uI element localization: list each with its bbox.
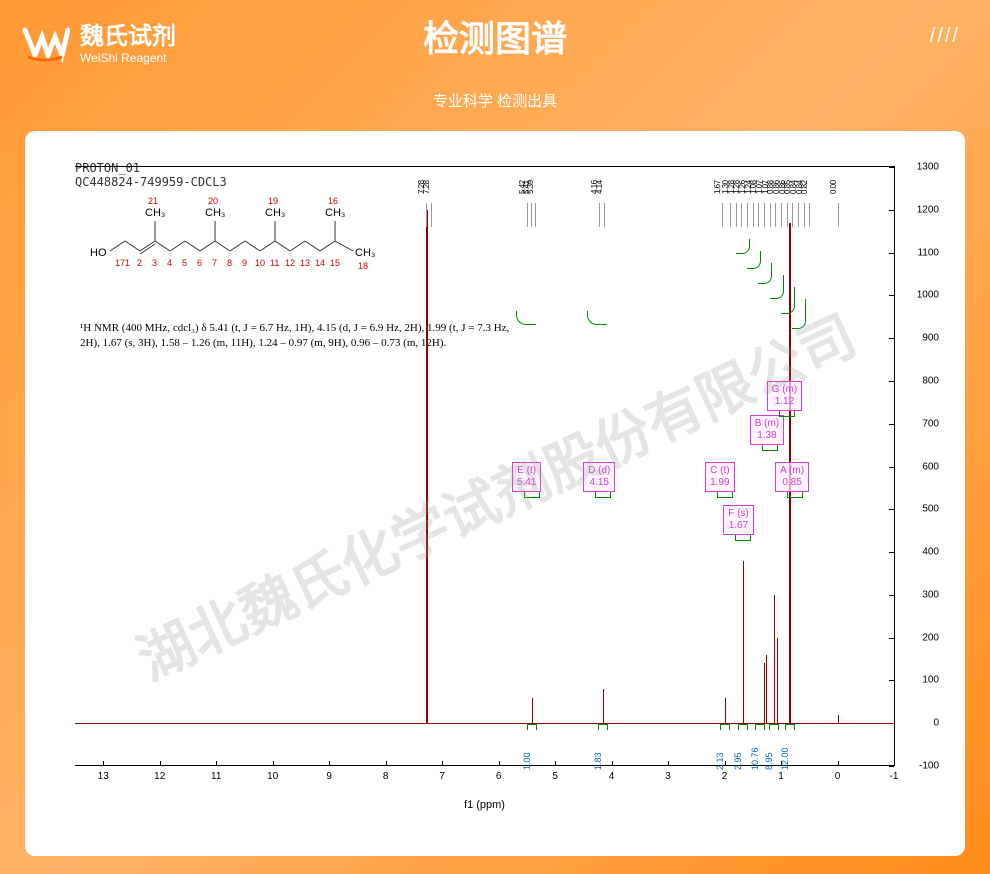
y-axis: -100010020030040050060070080090010001100…: [899, 167, 944, 766]
nmr-peak: [743, 561, 744, 724]
peak-label: 0.82: [800, 180, 809, 194]
peak-annotation: E (t)5.41: [512, 462, 541, 492]
peak-label: 7.28: [422, 180, 431, 194]
nmr-peak: [725, 698, 726, 724]
logo-icon: [20, 15, 70, 65]
page-title: 检测图谱: [423, 10, 567, 62]
nmr-peak: [790, 467, 791, 724]
nmr-peak: [766, 655, 767, 723]
peak-annotation: B (m)1.38: [750, 415, 784, 445]
subtitle: 专业科学 检测出具: [0, 80, 990, 131]
integral-value: 12.00: [780, 747, 790, 770]
peak-label: 4.14: [595, 180, 604, 194]
nmr-peak: [764, 663, 765, 723]
integral-value: 2.13: [715, 752, 725, 770]
header: 魏氏试剂 WeiShi Reagent 检测图谱 ////: [0, 0, 990, 80]
brand-logo: 魏氏试剂 WeiShi Reagent: [20, 15, 176, 65]
nmr-peak: [532, 698, 533, 724]
peak-annotation: A (m)0.85: [775, 462, 809, 492]
peak-annotation: G (m)1.12: [767, 381, 803, 411]
integral-value: 1.83: [593, 752, 603, 770]
x-axis-label: f1 (ppm): [464, 799, 505, 811]
brand-name-en: WeiShi Reagent: [80, 51, 176, 65]
nmr-peak: [777, 638, 778, 724]
brand-name-cn: 魏氏试剂: [80, 16, 176, 51]
page-container: 魏氏试剂 WeiShi Reagent 检测图谱 //// 专业科学 检测出具 …: [0, 0, 990, 874]
integral-value: 1.00: [522, 752, 532, 770]
spectrum-panel: PROTON_01 QC448824-749959-CDCL3 HO 17 1 …: [25, 131, 965, 856]
peak-label: 0.00: [829, 180, 838, 194]
nmr-peak: [426, 210, 428, 723]
nmr-peak: [838, 715, 839, 724]
integral-value: 8.95: [764, 752, 774, 770]
integral-value: 2.95: [733, 752, 743, 770]
peak-annotation: F (s)1.67: [723, 505, 754, 535]
nmr-peak: [603, 689, 604, 723]
nmr-spectrum: PROTON_01 QC448824-749959-CDCL3 HO 17 1 …: [45, 151, 945, 836]
plot-area: -100010020030040050060070080090010001100…: [75, 166, 895, 766]
peak-label: 5.39: [526, 180, 535, 194]
integral-value: 10.76: [750, 747, 760, 770]
x-axis: -1012345678910111213: [75, 771, 894, 791]
peak-annotation: C (t)1.99: [705, 462, 734, 492]
nmr-peak: [774, 595, 775, 723]
header-decoration: ////: [930, 25, 960, 48]
peak-annotation: D (d)4.15: [583, 462, 615, 492]
